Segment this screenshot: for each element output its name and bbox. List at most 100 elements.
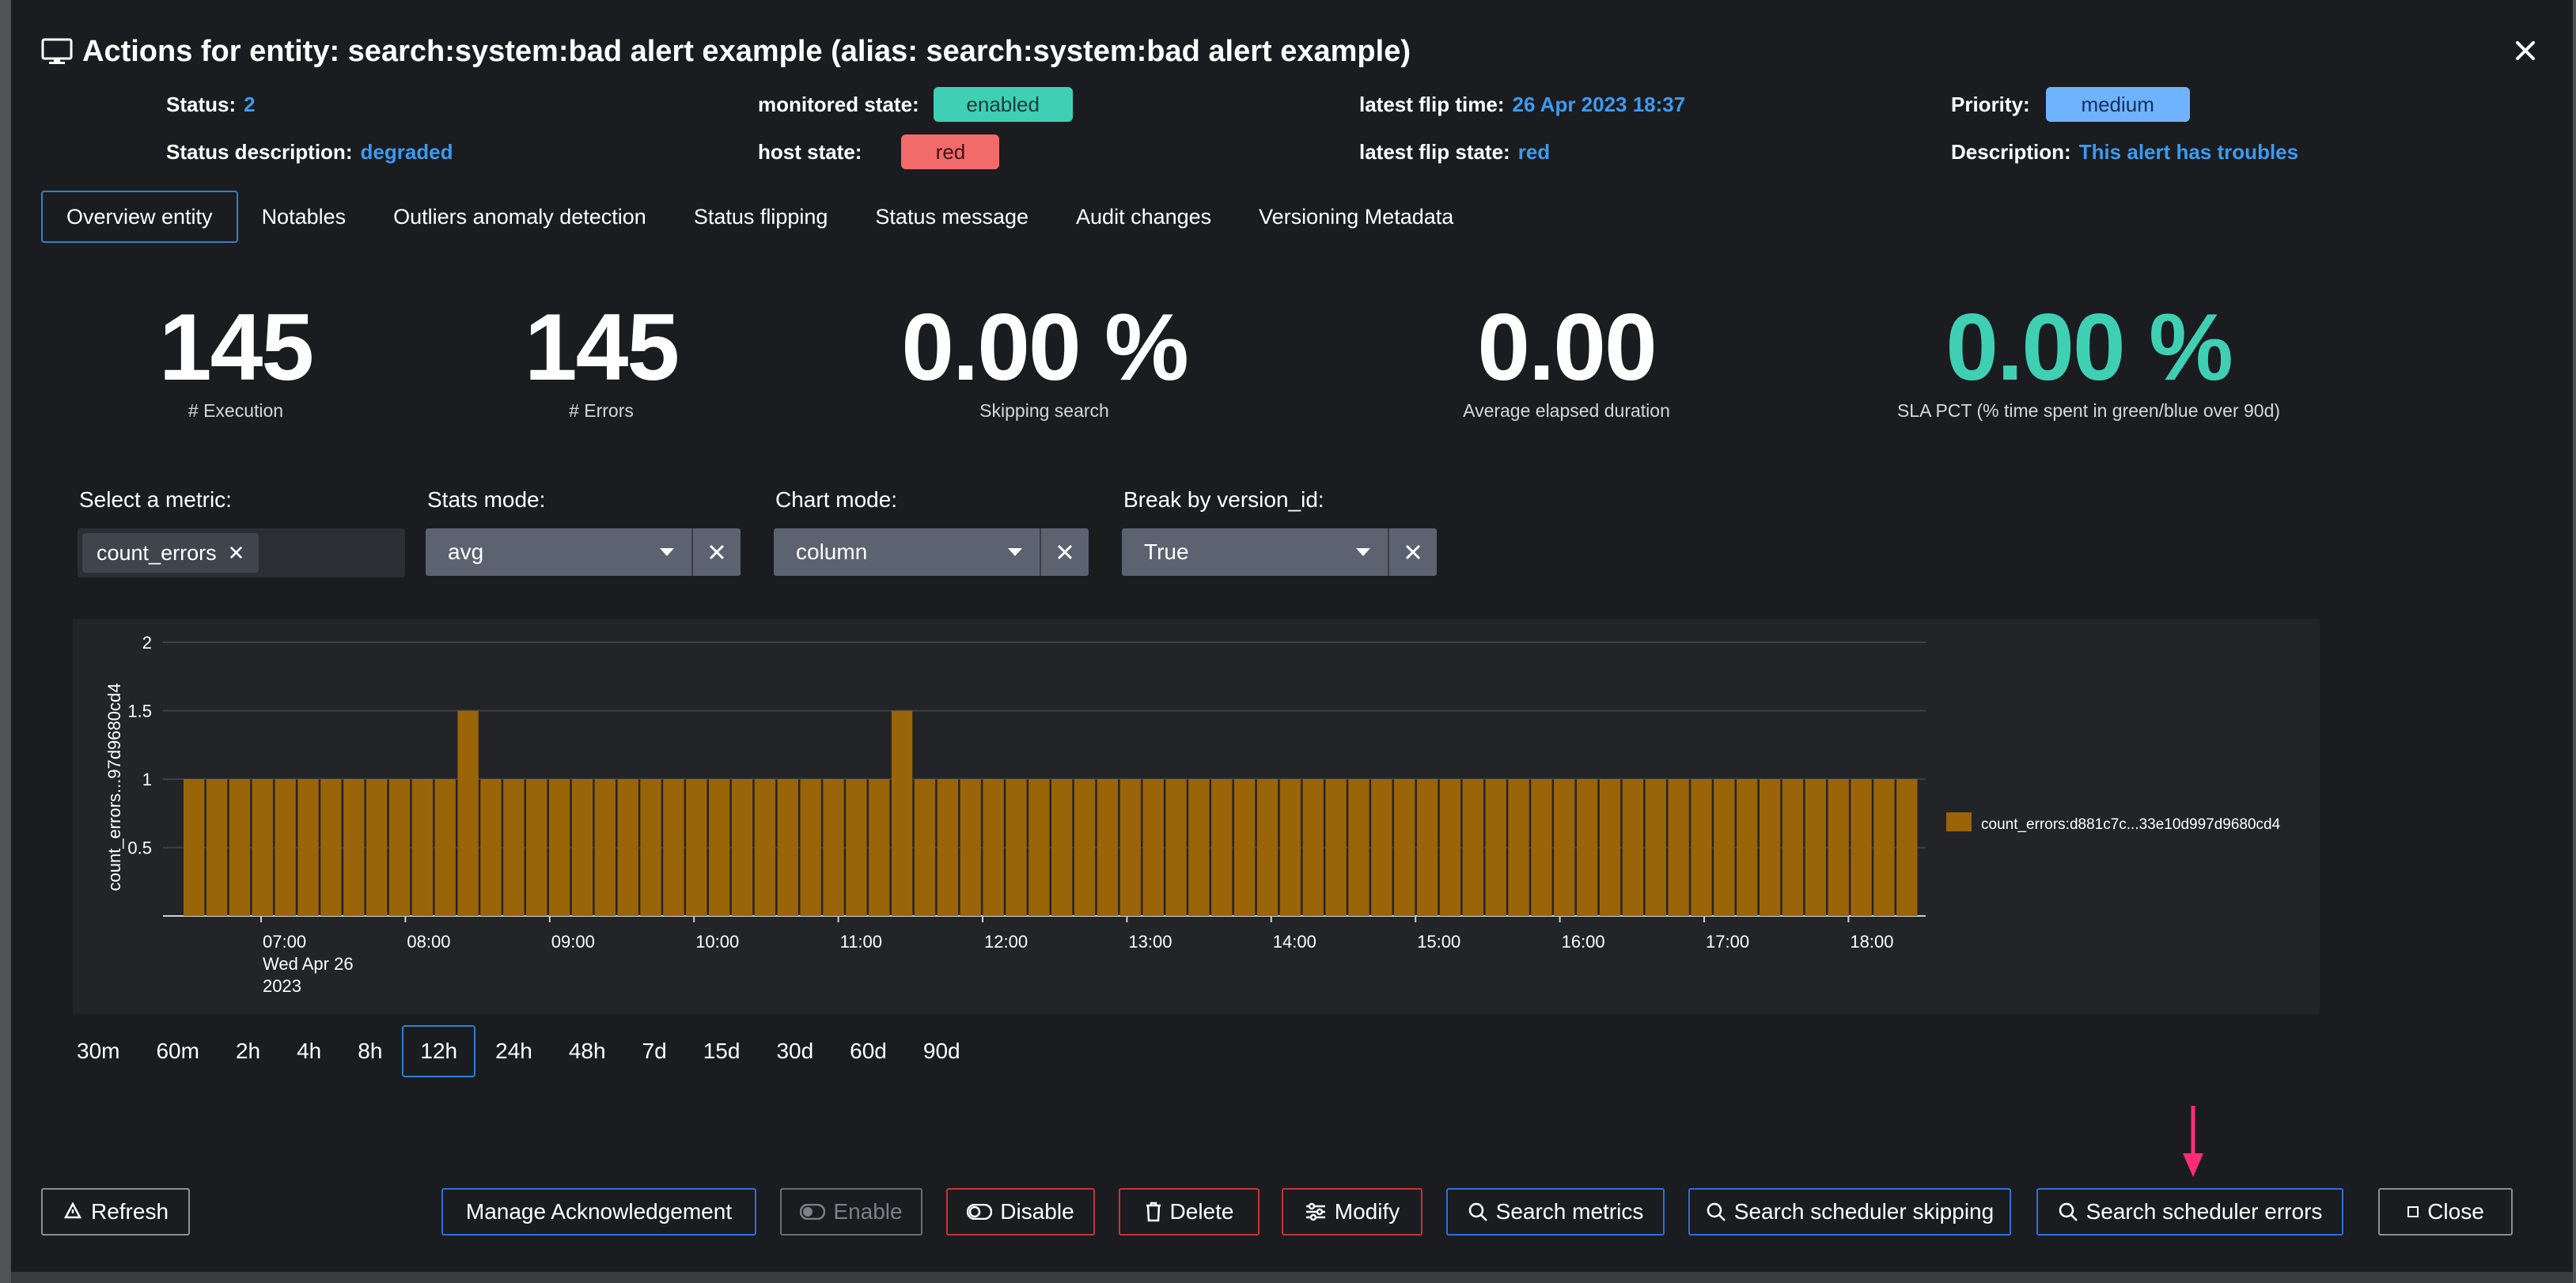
range-48h[interactable]: 48h xyxy=(568,1039,606,1063)
host-state-label: host state: xyxy=(758,139,862,164)
search-metrics-button[interactable]: Search metrics xyxy=(1446,1188,1665,1236)
latest-flip-state-value[interactable]: red xyxy=(1517,139,1551,164)
range-60d[interactable]: 60d xyxy=(850,1039,887,1063)
tab-status-flipping[interactable]: Status flipping xyxy=(693,205,828,229)
kpi-errors-label: # Errors xyxy=(569,400,634,421)
status-description-value[interactable]: degraded xyxy=(360,139,453,164)
range-60m[interactable]: 60m xyxy=(156,1039,199,1063)
chart-bar xyxy=(1029,779,1050,916)
manage-acknowledgement-button[interactable]: Manage Acknowledgement xyxy=(441,1188,756,1236)
kpi-errors-value: 145 xyxy=(524,294,680,400)
range-8h[interactable]: 8h xyxy=(358,1039,383,1063)
enable-button[interactable]: Enable xyxy=(780,1188,922,1236)
status-field: Status: 2 xyxy=(166,89,256,120)
chart-bar xyxy=(1851,779,1872,916)
search-scheduler-skipping-button[interactable]: Search scheduler skipping xyxy=(1688,1188,2011,1236)
search-scheduler-errors-button[interactable]: Search scheduler errors xyxy=(2036,1188,2343,1236)
monitored-state-badge: enabled xyxy=(933,87,1073,122)
disable-button[interactable]: Disable xyxy=(946,1188,1095,1236)
clear-stats-mode-button[interactable] xyxy=(691,528,741,576)
clear-break-by-button[interactable] xyxy=(1388,528,1437,576)
priority-label: Priority: xyxy=(1951,92,2030,116)
range-2h[interactable]: 2h xyxy=(235,1039,261,1063)
kpi-errors: 145 # Errors xyxy=(483,296,720,422)
chart-bar xyxy=(823,779,844,916)
host-state-field: host state: red xyxy=(758,133,1000,171)
y-tick-label: 0.5 xyxy=(127,838,152,858)
chart-bar xyxy=(366,779,388,916)
range-15d[interactable]: 15d xyxy=(703,1039,741,1063)
range-12h[interactable]: 12h xyxy=(402,1025,476,1077)
range-4h[interactable]: 4h xyxy=(297,1039,322,1063)
chart-bar xyxy=(1531,779,1552,916)
chart-bar xyxy=(869,779,890,916)
chart-bar xyxy=(663,779,684,916)
y-tick-label: 2 xyxy=(142,633,152,653)
x-tick-label: 16:00 xyxy=(1562,932,1605,952)
status-value[interactable]: 2 xyxy=(244,92,256,116)
monitored-state-field: monitored state: enabled xyxy=(758,85,1073,123)
metric-multiselect[interactable]: count_errors ✕ xyxy=(78,528,405,577)
chart-bar xyxy=(1599,779,1621,916)
range-7d[interactable]: 7d xyxy=(642,1039,667,1063)
modify-button[interactable]: Modify xyxy=(1282,1188,1422,1236)
x-year-label: 2023 xyxy=(263,976,301,996)
tab-overview-entity[interactable]: Overview entity xyxy=(41,191,238,243)
clear-icon xyxy=(1405,544,1421,560)
chart-bar xyxy=(1668,779,1689,916)
chart-bar xyxy=(1074,779,1096,916)
chart-bar xyxy=(571,779,593,916)
kpi-elapsed-label: Average elapsed duration xyxy=(1463,400,1670,421)
search-icon xyxy=(1707,1202,1726,1221)
chart-mode-select[interactable]: column xyxy=(774,528,1089,576)
stats-mode-label: Stats mode: xyxy=(427,487,546,512)
range-90d[interactable]: 90d xyxy=(922,1039,960,1063)
legend-label: count_errors:d881c7c...33e10d997d9680cd4 xyxy=(1981,816,2281,833)
latest-flip-state-field: latest flip state: red xyxy=(1359,136,1550,168)
chart-bar xyxy=(1782,779,1804,916)
chart-bar xyxy=(297,779,319,916)
chart-bar xyxy=(1828,779,1849,916)
chart-bar xyxy=(1805,779,1827,916)
chart-bar xyxy=(1622,779,1644,916)
remove-chip-icon[interactable]: ✕ xyxy=(227,540,245,565)
chevron-down-icon xyxy=(660,548,674,556)
chart-bar xyxy=(526,779,547,916)
time-range-selector: 30m 60m 2h 4h 8h 12h 24h 48h 7d 15d 30d … xyxy=(60,1025,980,1077)
chart-bar xyxy=(846,779,867,916)
x-tick-label: 17:00 xyxy=(1706,932,1749,952)
chevron-down-icon xyxy=(1008,548,1022,556)
close-button[interactable]: Close xyxy=(2378,1188,2513,1236)
backdrop-left xyxy=(0,0,11,1283)
description-value[interactable]: This alert has troubles xyxy=(2078,139,2299,164)
x-tick-label: 07:00 xyxy=(263,932,306,952)
chart-bar xyxy=(1233,779,1256,916)
break-by-select[interactable]: True xyxy=(1122,528,1437,576)
kpi-sla: 0.00 % SLA PCT (% time spent in green/bl… xyxy=(1843,296,2334,422)
tab-status-message[interactable]: Status message xyxy=(875,205,1029,229)
delete-button[interactable]: Delete xyxy=(1119,1188,1260,1236)
latest-flip-time-value[interactable]: 26 Apr 2023 18:37 xyxy=(1512,92,1686,116)
priority-field: Priority: medium xyxy=(1951,85,2190,123)
chart-bar xyxy=(1188,779,1210,916)
tab-audit-changes[interactable]: Audit changes xyxy=(1076,205,1212,229)
tab-notables[interactable]: Notables xyxy=(261,205,347,229)
description-label: Description: xyxy=(1951,139,2071,164)
clear-chart-mode-button[interactable] xyxy=(1040,528,1089,576)
chart-bar xyxy=(708,779,730,916)
refresh-button[interactable]: Refresh xyxy=(41,1188,190,1236)
range-30m[interactable]: 30m xyxy=(77,1039,120,1063)
stats-mode-select[interactable]: avg xyxy=(426,528,741,576)
tab-outliers-anomaly-detection[interactable]: Outliers anomaly detection xyxy=(393,205,646,229)
x-tick-label: 09:00 xyxy=(551,932,595,952)
search-scheduler-skipping-label: Search scheduler skipping xyxy=(1733,1199,1995,1224)
range-24h[interactable]: 24h xyxy=(495,1039,532,1063)
metric-chip-label: count_errors xyxy=(97,540,217,565)
chart-bar xyxy=(1006,779,1027,916)
metric-label: Select a metric: xyxy=(79,487,232,512)
close-icon[interactable] xyxy=(2510,35,2541,66)
tab-versioning-metadata[interactable]: Versioning Metadata xyxy=(1259,205,1454,229)
chart-bar xyxy=(1554,779,1575,916)
chart-mode-label: Chart mode: xyxy=(775,487,898,512)
range-30d[interactable]: 30d xyxy=(776,1039,814,1063)
